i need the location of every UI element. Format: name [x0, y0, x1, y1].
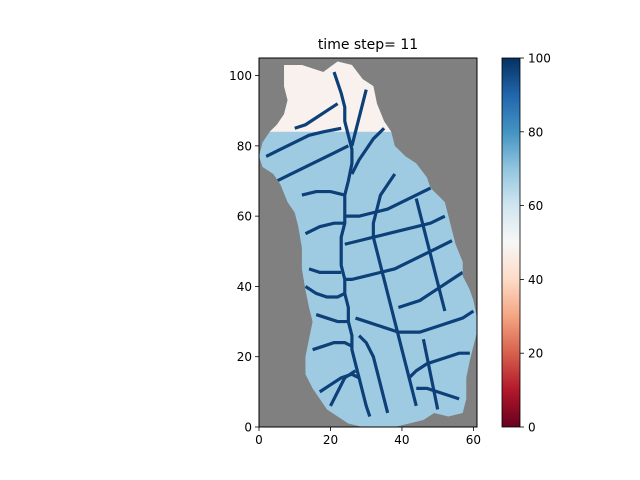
channel-line	[421, 338, 440, 410]
colorbar-tick-label: 100	[528, 52, 551, 66]
x-tick-label: 60	[466, 433, 481, 447]
plot-frame	[258, 57, 478, 428]
channel-line	[354, 309, 475, 334]
y-tick-label: 20	[237, 350, 252, 364]
channel-line	[344, 186, 432, 218]
channel-line	[371, 173, 418, 407]
channel-line	[315, 313, 349, 324]
x-tick-label: 0	[255, 433, 263, 447]
channel-line	[397, 271, 464, 310]
x-tick-label: 40	[394, 433, 409, 447]
chart-title: time step= 11	[318, 37, 418, 53]
colorbar-ticks: 0 20 40 60 80 100	[520, 52, 551, 435]
channel-line	[350, 127, 386, 175]
channel-line	[329, 369, 357, 407]
colorbar-tick-label: 20	[528, 347, 543, 361]
x-axis: 0 20 40 60	[255, 427, 481, 447]
channel-line	[357, 334, 390, 414]
x-tick-label: 20	[323, 433, 338, 447]
channel-line	[344, 214, 446, 246]
colorbar: 0 20 40 60 80 100	[501, 52, 551, 435]
channel-line	[312, 341, 353, 352]
channel-line	[407, 351, 470, 379]
watershed-fill	[259, 61, 477, 427]
channel-line	[318, 372, 360, 394]
y-tick-label: 80	[237, 139, 252, 153]
colorbar-tick-label: 60	[528, 199, 543, 213]
channel-line	[332, 71, 372, 417]
channel-line	[276, 144, 350, 183]
y-tick-label: 100	[229, 69, 252, 83]
colorbar-tick-label: 80	[528, 125, 543, 139]
channel-line	[301, 189, 346, 197]
channel-line	[308, 267, 342, 274]
y-tick-label: 40	[237, 280, 252, 294]
channel-line	[350, 89, 368, 147]
channel-line	[265, 126, 342, 158]
colorbar-tick-label: 0	[528, 421, 536, 435]
colorbar-gradient	[501, 57, 521, 428]
heatmap-plot-area: 0 20 40 60 0 20 40 60 80 100	[229, 57, 481, 447]
y-tick-label: 60	[237, 210, 252, 224]
y-tick-label: 0	[244, 421, 252, 435]
channel-line	[304, 285, 346, 299]
channel-line	[344, 239, 453, 281]
channel-line	[294, 102, 339, 130]
channel-line	[304, 221, 345, 236]
colorbar-tick-label: 40	[528, 273, 543, 287]
channel-line	[416, 386, 460, 401]
channel-line	[414, 198, 447, 312]
y-axis: 0 20 40 60 80 100	[229, 69, 259, 435]
